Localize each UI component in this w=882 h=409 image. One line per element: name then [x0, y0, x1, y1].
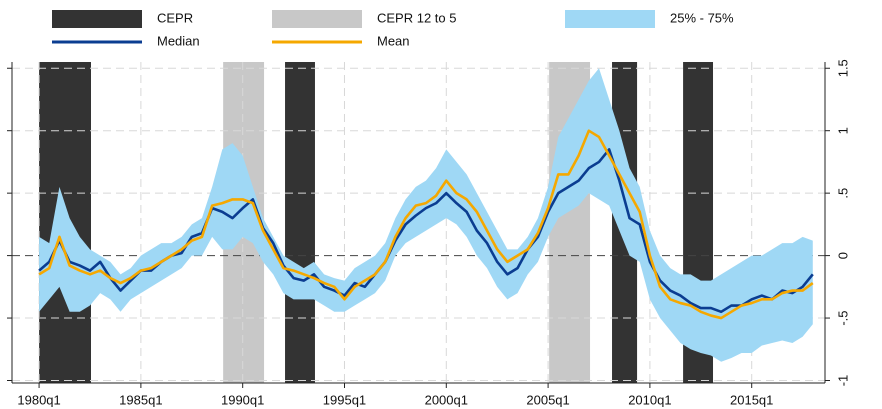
x-tick-label: 2005q1: [526, 392, 569, 407]
y-tick-label: 1.5: [835, 59, 850, 77]
x-tick-label: 1985q1: [119, 392, 162, 407]
recession-bar: [285, 62, 315, 383]
legend-swatch: [52, 10, 142, 28]
x-tick-label: 1980q1: [17, 392, 60, 407]
legend-label: Median: [157, 33, 200, 48]
x-tick-label: 2010q1: [628, 392, 671, 407]
y-tick-label: -.5: [835, 310, 850, 325]
legend-label: CEPR 12 to 5: [377, 10, 457, 25]
x-tick-label: 2000q1: [425, 392, 468, 407]
iqr-band: [39, 68, 813, 362]
y-tick-label: 1: [835, 127, 850, 134]
legend-label: CEPR: [157, 10, 193, 25]
x-tick-label: 2015q1: [730, 392, 773, 407]
legend-label: 25% - 75%: [670, 10, 734, 25]
x-tick-label: 1990q1: [221, 392, 264, 407]
legend-swatch: [565, 10, 655, 28]
legend-label: Mean: [377, 33, 410, 48]
legend-swatch: [272, 10, 362, 28]
series-line: [38, 129, 814, 320]
y-tick-label: 0: [835, 252, 850, 259]
x-tick-label: 1995q1: [323, 392, 366, 407]
y-tick-label: .5: [835, 188, 850, 199]
y-tick-label: -1: [835, 375, 850, 387]
